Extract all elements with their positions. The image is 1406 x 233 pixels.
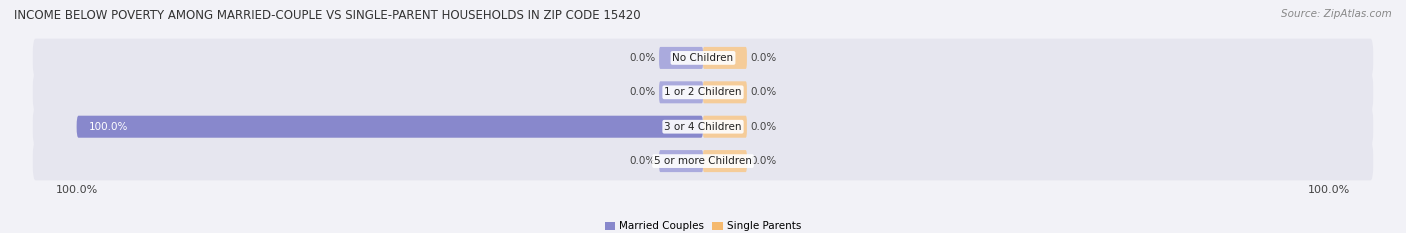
Text: 3 or 4 Children: 3 or 4 Children <box>664 122 742 132</box>
FancyBboxPatch shape <box>659 150 703 172</box>
FancyBboxPatch shape <box>703 81 747 103</box>
Text: 1 or 2 Children: 1 or 2 Children <box>664 87 742 97</box>
Legend: Married Couples, Single Parents: Married Couples, Single Parents <box>605 221 801 231</box>
FancyBboxPatch shape <box>32 107 1374 146</box>
Text: 0.0%: 0.0% <box>749 87 776 97</box>
Text: INCOME BELOW POVERTY AMONG MARRIED-COUPLE VS SINGLE-PARENT HOUSEHOLDS IN ZIP COD: INCOME BELOW POVERTY AMONG MARRIED-COUPL… <box>14 9 641 22</box>
Text: 0.0%: 0.0% <box>630 87 657 97</box>
Text: 0.0%: 0.0% <box>630 53 657 63</box>
Text: 100.0%: 100.0% <box>89 122 128 132</box>
Text: Source: ZipAtlas.com: Source: ZipAtlas.com <box>1281 9 1392 19</box>
FancyBboxPatch shape <box>659 81 703 103</box>
FancyBboxPatch shape <box>32 73 1374 112</box>
FancyBboxPatch shape <box>703 150 747 172</box>
FancyBboxPatch shape <box>32 39 1374 77</box>
FancyBboxPatch shape <box>659 47 703 69</box>
FancyBboxPatch shape <box>703 47 747 69</box>
Text: 0.0%: 0.0% <box>630 156 657 166</box>
Text: 0.0%: 0.0% <box>749 122 776 132</box>
Text: No Children: No Children <box>672 53 734 63</box>
FancyBboxPatch shape <box>77 116 703 138</box>
FancyBboxPatch shape <box>703 116 747 138</box>
Text: 0.0%: 0.0% <box>749 53 776 63</box>
Text: 5 or more Children: 5 or more Children <box>654 156 752 166</box>
Text: 0.0%: 0.0% <box>749 156 776 166</box>
FancyBboxPatch shape <box>32 142 1374 180</box>
